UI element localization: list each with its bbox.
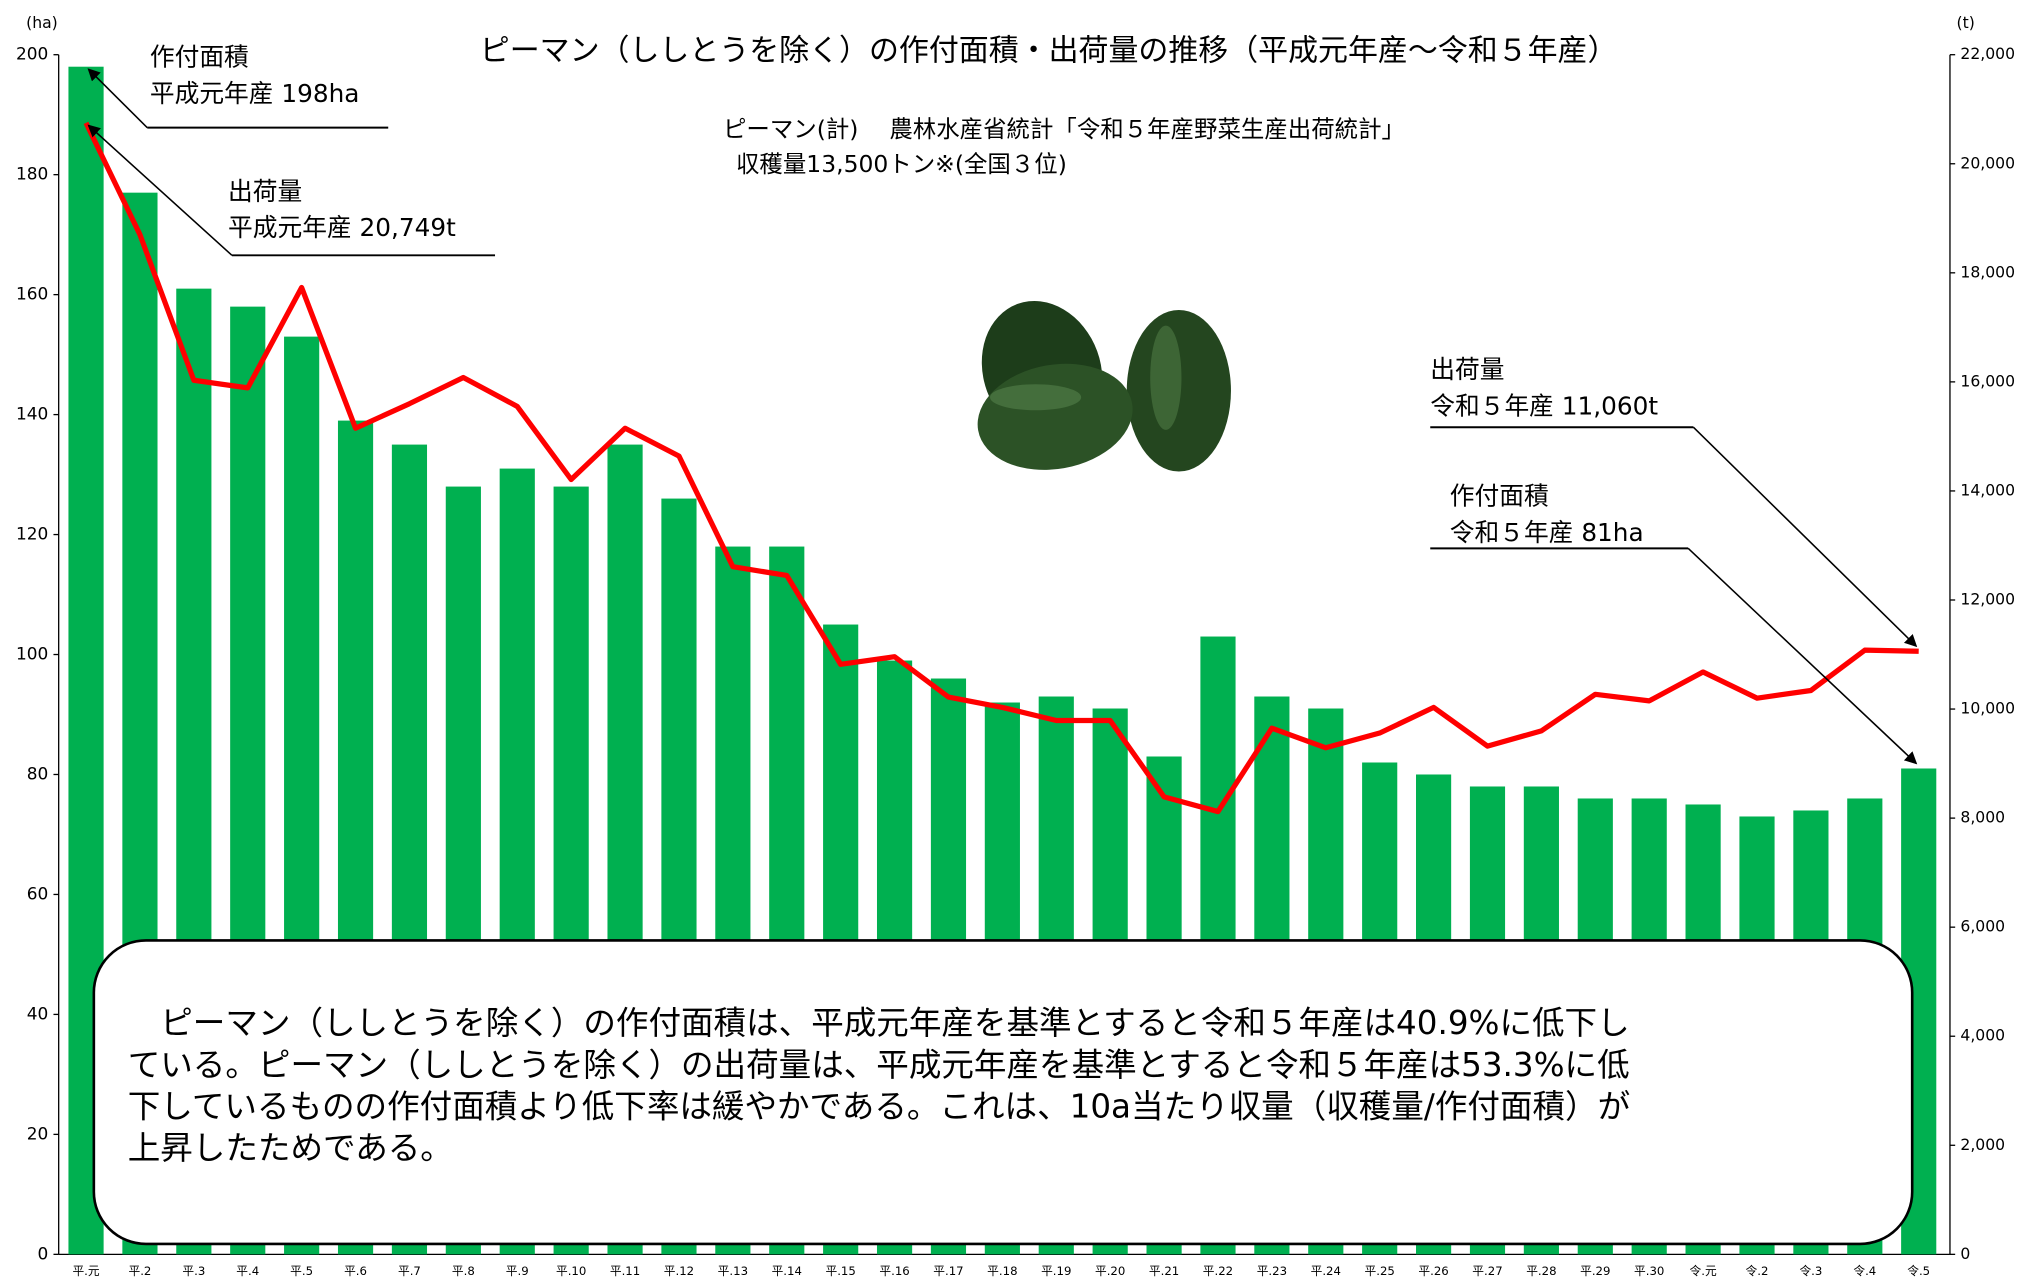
x-tick-label: 令.4 [1853,1264,1876,1278]
annotation-label: 平成元年産 20,749t [228,213,456,242]
y-tick-label: 100 [16,644,48,664]
x-tick-label: 平.6 [344,1264,367,1278]
annotation-arrow [1693,427,1916,646]
x-tick-label: 平.5 [290,1264,313,1278]
x-tick-label: 平.7 [398,1264,421,1278]
note: 収穫量13,500トン※(全国３位) [736,150,1067,178]
y2-tick-label: 22,000 [1960,44,2015,63]
x-tick-label: 平.30 [1634,1264,1664,1278]
annotation-arrow [1688,548,1916,763]
x-tick-label: 平.29 [1580,1264,1610,1278]
y2-tick-label: 0 [1960,1244,1970,1263]
x-tick-label: 平.24 [1311,1264,1341,1278]
y-tick-label: 60 [27,883,49,903]
x-tick-label: 令.元 [1690,1264,1717,1278]
x-tick-label: 平.12 [664,1264,694,1278]
x-tick-label: 平.17 [933,1264,963,1278]
annotation-title: 出荷量 [1430,355,1504,384]
x-tick-label: 平.27 [1472,1264,1502,1278]
x-tick-label: 令.2 [1746,1264,1769,1278]
x-tick-label: 平.4 [236,1264,259,1278]
x-tick-label: 平.元 [72,1264,99,1278]
y2-tick-label: 8,000 [1960,808,2005,827]
annotation-label: 平成元年産 198ha [150,79,360,108]
x-tick-label: 平.10 [556,1264,586,1278]
y2-tick-label: 10,000 [1960,699,2015,718]
x-tick-label: 平.3 [182,1264,205,1278]
x-tick-label: 平.2 [128,1264,151,1278]
annotation-title: 出荷量 [228,177,302,206]
y2-tick-label: 14,000 [1960,480,2015,499]
y2-tick-label: 12,000 [1960,589,2015,608]
y2-tick-label: 18,000 [1960,262,2015,281]
annotation-label: 令和５年産 81ha [1450,518,1644,547]
summary-line: ピーマン（ししとうを除く）の作付面積は、平成元年産を基準とすると令和５年産は40… [128,1004,1630,1042]
x-tick-label: 平.11 [610,1264,640,1278]
x-tick-label: 平.19 [1041,1264,1071,1278]
x-tick-label: 平.9 [506,1264,529,1278]
y-tick-label: 200 [16,44,48,64]
x-tick-label: 平.22 [1203,1264,1233,1278]
y-tick-label: 20 [27,1123,49,1143]
y-tick-label: 140 [16,404,48,424]
y2-tick-label: 6,000 [1960,917,2005,936]
y-tick-label: 0 [37,1243,48,1263]
y-tick-label: 80 [27,763,49,783]
y-tick-label: 160 [16,284,48,304]
summary-line: ている。ピーマン（ししとうを除く）の出荷量は、平成元年産を基準とすると令和５年産… [128,1046,1630,1084]
x-tick-label: 令.5 [1907,1264,1930,1278]
x-tick-label: 平.28 [1526,1264,1556,1278]
y-tick-label: 40 [27,1003,49,1023]
y2-unit: (t) [1956,13,1974,32]
x-tick-label: 平.14 [772,1264,802,1278]
x-tick-label: 平.23 [1257,1264,1287,1278]
y2-tick-label: 2,000 [1960,1135,2005,1154]
chart: ピーマン（ししとうを除く）の作付面積・出荷量の推移（平成元年産～令和５年産） ピ… [0,0,2036,1283]
x-tick-label: 平.21 [1149,1264,1179,1278]
annotation-title: 作付面積 [150,43,249,72]
x-tick-label: 平.15 [825,1264,855,1278]
annotation-label: 令和５年産 11,060t [1430,392,1658,421]
summary-line: 上昇したためである。 [128,1129,453,1167]
x-tick-label: 平.20 [1095,1264,1125,1278]
x-tick-label: 平.13 [718,1264,748,1278]
y-tick-label: 120 [16,524,48,544]
note: ピーマン(計) 農林水産省統計「令和５年産野菜生産出荷統計」 [723,115,1405,143]
summary-line: 下しているものの作付面積より低下率は緩やかである。これは、10a当たり収量（収穫… [128,1087,1630,1125]
x-tick-label: 平.26 [1418,1264,1448,1278]
x-tick-label: 平.8 [452,1264,475,1278]
y2-tick-label: 20,000 [1960,153,2015,172]
chart-title: ピーマン（ししとうを除く）の作付面積・出荷量の推移（平成元年産～令和５年産） [480,34,1618,69]
x-tick-label: 平.18 [987,1264,1017,1278]
y2-tick-label: 16,000 [1960,371,2015,390]
pepper-image [963,284,1231,482]
x-tick-label: 平.16 [879,1264,909,1278]
y-tick-label: 180 [16,164,48,184]
annotation-arrow [89,126,232,256]
y2-tick-label: 4,000 [1960,1026,2005,1045]
x-tick-label: 平.25 [1365,1264,1395,1278]
annotation-title: 作付面積 [1450,482,1549,511]
x-tick-label: 令.3 [1799,1264,1822,1278]
y-unit: (ha) [26,13,58,32]
